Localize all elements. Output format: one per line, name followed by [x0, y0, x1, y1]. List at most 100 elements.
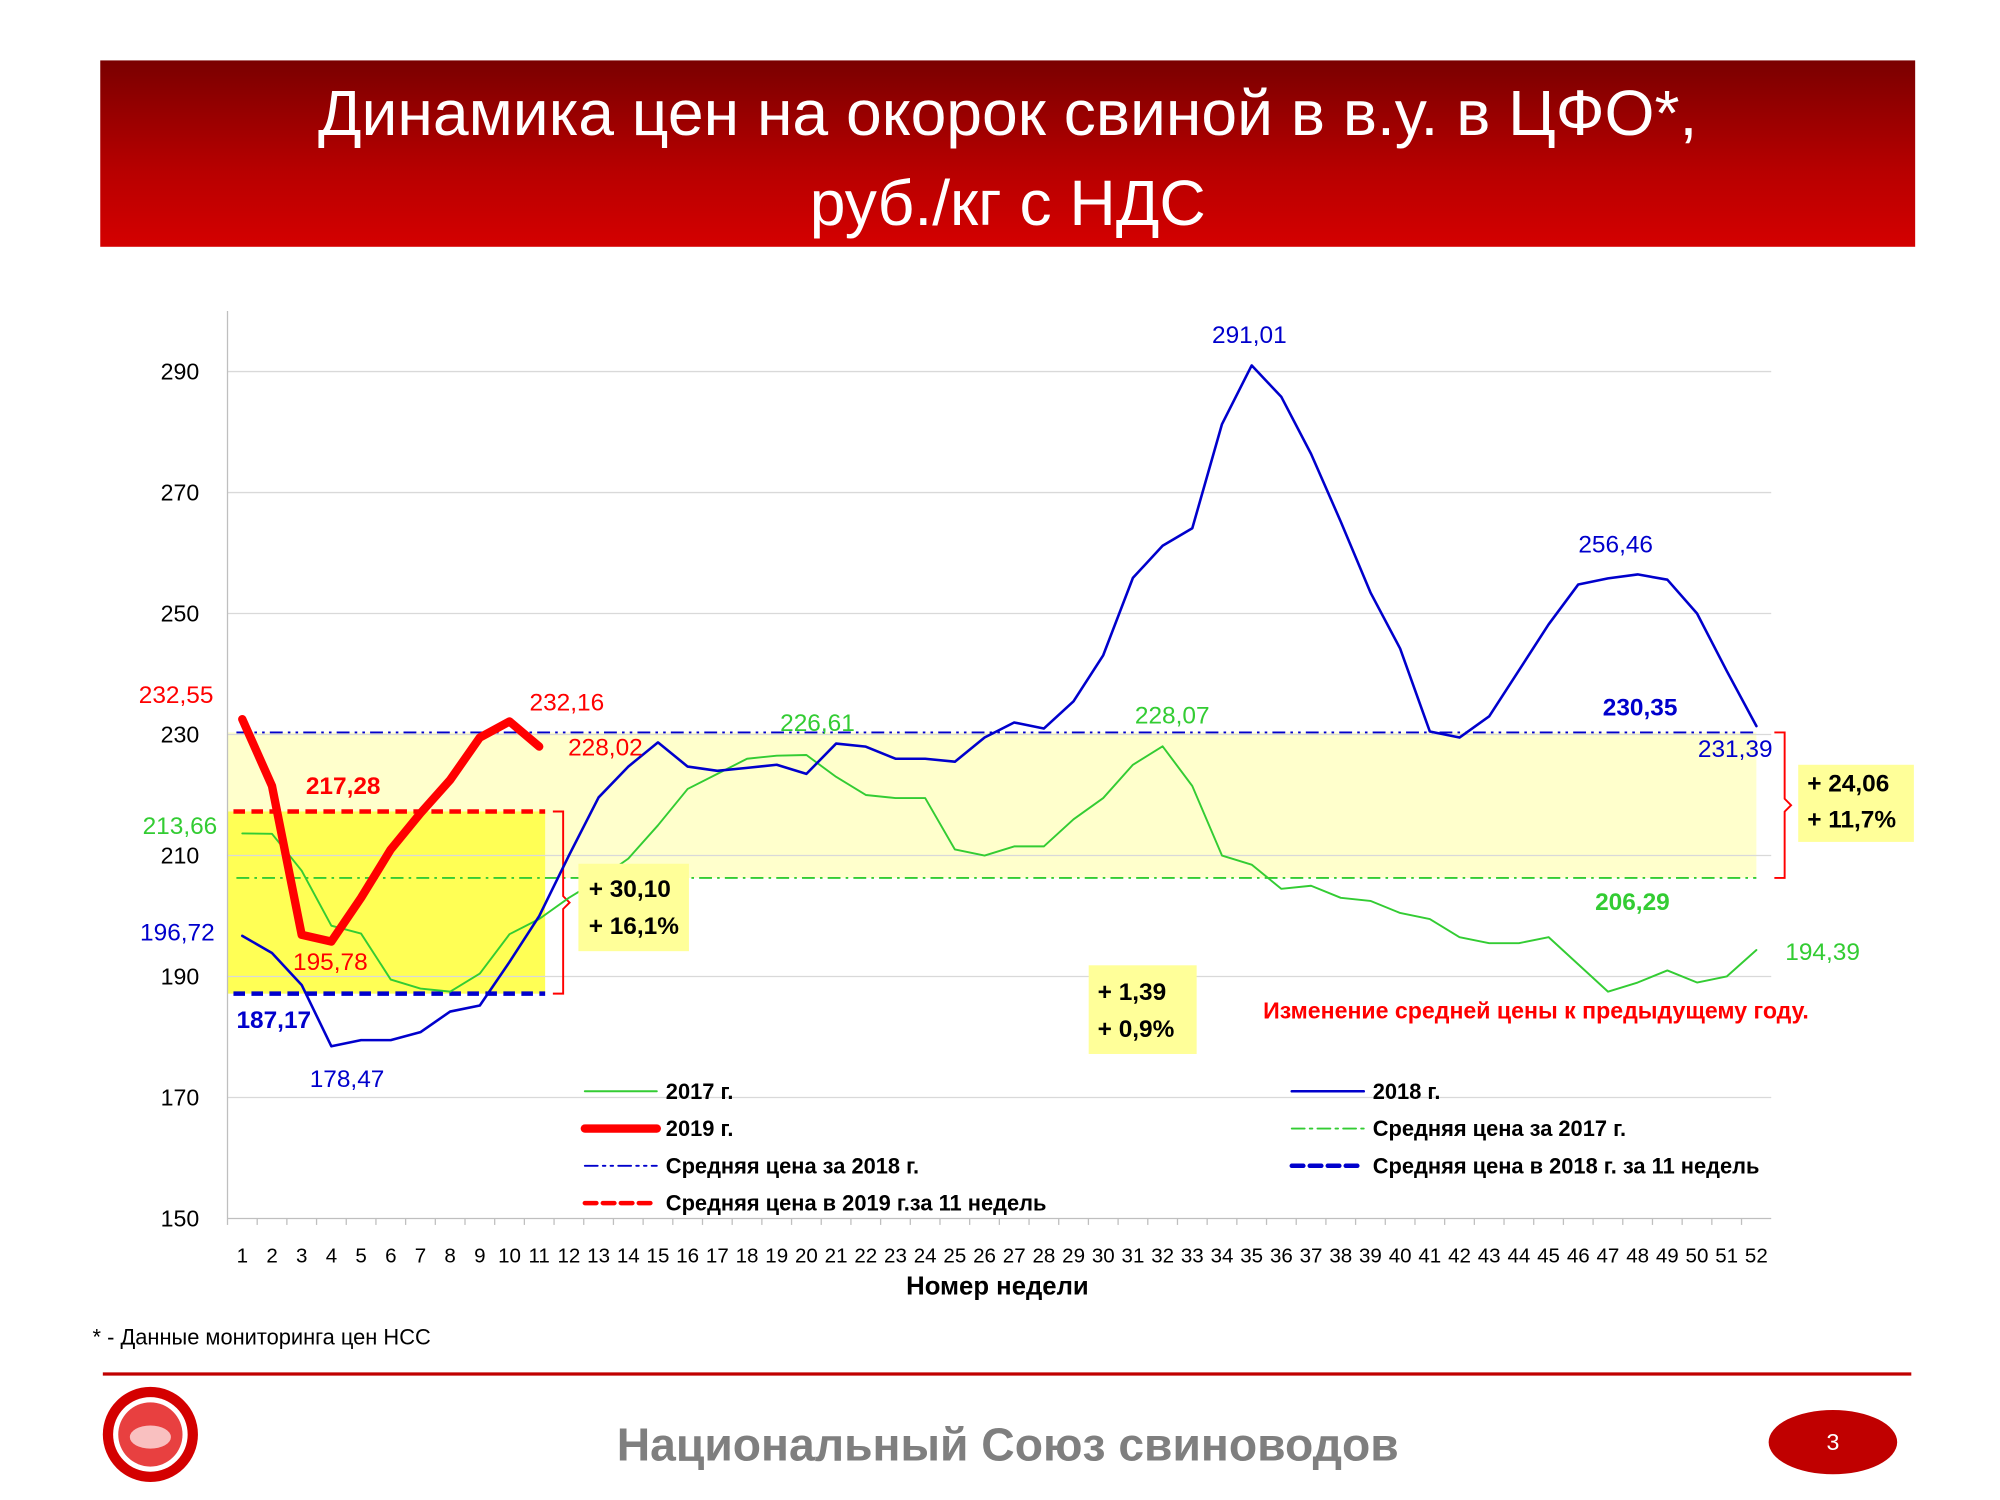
x-tick-label: 13 — [587, 1244, 610, 1267]
x-tick-label: 51 — [1715, 1244, 1738, 1267]
x-tick-label: 31 — [1122, 1244, 1145, 1267]
y-tick-label: 270 — [161, 480, 200, 506]
x-tick-label: 30 — [1092, 1244, 1115, 1267]
x-tick-label: 49 — [1656, 1244, 1679, 1267]
data-label: 213,66 — [143, 813, 218, 840]
x-tick-label: 12 — [557, 1244, 580, 1267]
annotation: + 11,7% — [1807, 807, 1896, 834]
x-tick-label: 34 — [1211, 1244, 1234, 1267]
legend-label: Средняя цена за 2018 г. — [666, 1153, 919, 1178]
x-tick-label: 44 — [1507, 1244, 1530, 1267]
data-label: 178,47 — [310, 1066, 385, 1093]
x-tick-label: 45 — [1537, 1244, 1560, 1267]
data-label: 291,01 — [1212, 322, 1287, 349]
x-tick-label: 9 — [474, 1244, 485, 1267]
annotation: + 0,9% — [1098, 1016, 1175, 1043]
y-tick-label: 150 — [161, 1206, 200, 1232]
reference-label: 230,35 — [1603, 695, 1678, 722]
data-label: 228,07 — [1135, 702, 1210, 729]
x-tick-label: 21 — [825, 1244, 848, 1267]
x-tick-label: 6 — [385, 1244, 396, 1267]
x-tick-label: 32 — [1151, 1244, 1174, 1267]
data-label: 195,78 — [293, 949, 368, 976]
x-tick-label: 16 — [676, 1244, 699, 1267]
legend-label: Средняя цена в 2019 г.за 11 недель — [666, 1191, 1047, 1216]
chart-title: руб./кг с НДС — [810, 167, 1206, 239]
bracket — [1774, 731, 1793, 879]
y-tick-label: 170 — [161, 1085, 200, 1111]
x-tick-label: 25 — [943, 1244, 966, 1267]
x-tick-label: 19 — [765, 1244, 788, 1267]
x-tick-label: 5 — [355, 1244, 366, 1267]
x-tick-label: 35 — [1240, 1244, 1263, 1267]
x-tick-label: 43 — [1478, 1244, 1501, 1267]
annotation-box — [578, 863, 689, 952]
reference-label: 206,29 — [1595, 889, 1670, 916]
x-tick-label: 15 — [647, 1244, 670, 1267]
legend-label: 2018 г. — [1373, 1079, 1441, 1104]
reference-label: 217,28 — [306, 773, 381, 800]
logo — [102, 1386, 198, 1483]
data-label: 231,39 — [1698, 736, 1773, 763]
x-tick-label: 48 — [1626, 1244, 1649, 1267]
x-tick-label: 40 — [1389, 1244, 1412, 1267]
series-line — [241, 364, 1758, 1048]
x-tick-label: 23 — [884, 1244, 907, 1267]
legend-label: 2019 г. — [666, 1116, 734, 1141]
y-tick-label: 230 — [161, 722, 200, 748]
x-tick-label: 11 — [529, 1244, 550, 1267]
x-tick-label: 27 — [1003, 1244, 1026, 1267]
annotation: + 16,1% — [589, 913, 680, 940]
legend-label: 2017 г. — [666, 1079, 734, 1104]
y-tick-label: 250 — [161, 601, 200, 627]
x-tick-label: 2 — [266, 1244, 277, 1267]
data-label: 196,72 — [140, 920, 215, 947]
data-label: 232,55 — [139, 682, 214, 709]
data-label: 256,46 — [1578, 531, 1653, 558]
x-tick-label: 8 — [444, 1244, 455, 1267]
y-tick-label: 290 — [161, 359, 200, 385]
footnote: * - Данные мониторинга цен НСС — [93, 1324, 431, 1349]
x-tick-label: 41 — [1418, 1244, 1441, 1267]
page-number: 3 — [1826, 1429, 1839, 1455]
x-tick-label: 3 — [296, 1244, 307, 1267]
series-line — [238, 714, 544, 946]
note: Изменение средней цены к предыдущему год… — [1263, 997, 1809, 1023]
annotation: + 1,39 — [1098, 979, 1167, 1006]
y-tick-label: 210 — [161, 843, 200, 869]
bracket — [552, 810, 571, 995]
x-tick-label: 4 — [326, 1244, 337, 1267]
x-tick-label: 26 — [973, 1244, 996, 1267]
page-badge — [1768, 1410, 1898, 1475]
legend-label: Средняя цена в 2018 г. за 11 недель — [1373, 1153, 1760, 1178]
x-tick-label: 28 — [1032, 1244, 1055, 1267]
x-tick-label: 24 — [914, 1244, 937, 1267]
x-tick-label: 39 — [1359, 1244, 1382, 1267]
data-label: 194,39 — [1785, 939, 1860, 966]
x-tick-label: 42 — [1448, 1244, 1471, 1267]
annotation: + 24,06 — [1807, 771, 1889, 798]
x-tick-label: 22 — [854, 1244, 877, 1267]
chart-title: Динамика цен на окорок свиной в в.у. в Ц… — [318, 77, 1697, 149]
title-banner — [100, 60, 1916, 247]
data-label: 228,02 — [568, 735, 643, 762]
x-tick-label: 46 — [1567, 1244, 1590, 1267]
x-tick-label: 10 — [498, 1244, 521, 1267]
x-tick-label: 1 — [237, 1244, 248, 1267]
data-label: 232,16 — [530, 690, 605, 717]
x-axis-title: Номер недели — [906, 1273, 1089, 1301]
annotation-box — [1088, 965, 1197, 1054]
x-tick-label: 52 — [1745, 1244, 1768, 1267]
x-tick-label: 36 — [1270, 1244, 1293, 1267]
footer-title: Национальный Союз свиноводов — [617, 1419, 1399, 1471]
legend-label: Средняя цена за 2017 г. — [1373, 1116, 1626, 1141]
x-tick-label: 18 — [736, 1244, 759, 1267]
y-tick-label: 190 — [161, 964, 200, 990]
x-tick-label: 7 — [415, 1244, 426, 1267]
x-tick-label: 14 — [617, 1244, 640, 1267]
x-tick-label: 20 — [795, 1244, 818, 1267]
annotation-box — [1798, 764, 1914, 842]
reference-label: 187,17 — [236, 1007, 311, 1034]
